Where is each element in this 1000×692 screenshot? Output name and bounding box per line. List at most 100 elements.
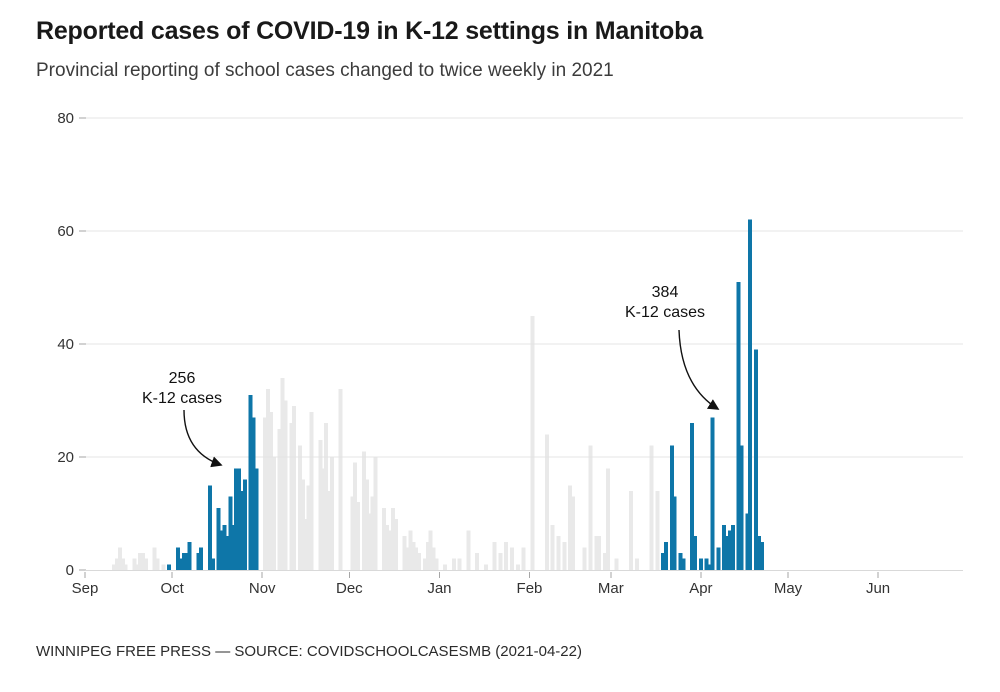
muted-bars-group <box>112 315 660 571</box>
bar-april-cluster <box>754 349 759 570</box>
bar-other-reported-cases <box>141 553 146 570</box>
bar-other-reported-cases <box>405 547 410 570</box>
bar-other-reported-cases <box>443 564 448 571</box>
gridlines-group <box>85 117 963 458</box>
bar-other-reported-cases <box>530 315 535 571</box>
bar-other-reported-cases <box>280 377 285 570</box>
bar-other-reported-cases <box>649 445 654 570</box>
bar-october-cluster <box>228 496 233 571</box>
bar-other-reported-cases <box>329 457 334 570</box>
bar-april-cluster <box>690 423 695 570</box>
bar-other-reported-cases <box>393 519 398 570</box>
bar-april-cluster <box>704 558 709 570</box>
x-axis-label: Jan <box>427 580 451 597</box>
bar-october-cluster <box>167 564 172 571</box>
bar-april-cluster <box>730 524 735 570</box>
bar-other-reported-cases <box>367 513 372 570</box>
chart-subtitle: Provincial reporting of school cases cha… <box>36 60 614 81</box>
bar-other-reported-cases <box>504 541 509 571</box>
bar-other-reported-cases <box>303 519 308 570</box>
bar-other-reported-cases <box>655 490 660 570</box>
bar-october-cluster <box>199 547 204 570</box>
bar-october-cluster <box>237 468 241 570</box>
y-axis-label: 40 <box>57 336 74 353</box>
bar-other-reported-cases <box>521 547 526 570</box>
bar-april-cluster <box>710 417 715 570</box>
bar-other-reported-cases <box>152 547 157 570</box>
bar-other-reported-cases <box>289 423 294 570</box>
bar-april-cluster <box>707 564 712 571</box>
bar-other-reported-cases <box>132 558 137 570</box>
bar-october-cluster <box>187 541 192 571</box>
bar-other-reported-cases <box>594 536 599 570</box>
bar-october-cluster <box>222 524 227 570</box>
bar-other-reported-cases <box>144 558 148 570</box>
bar-april-cluster <box>759 541 764 571</box>
bar-april-cluster <box>669 445 674 570</box>
annotation-arrow <box>183 409 223 468</box>
bar-other-reported-cases <box>292 406 297 570</box>
bar-other-reported-cases <box>385 524 390 570</box>
bar-october-cluster <box>254 468 259 570</box>
bar-other-reported-cases <box>117 547 122 570</box>
bar-april-cluster <box>693 536 697 570</box>
bar-october-cluster <box>216 507 221 571</box>
x-axis-label: Sep <box>72 580 99 597</box>
bar-other-reported-cases <box>597 536 602 570</box>
bar-other-reported-cases <box>510 547 514 570</box>
bar-other-reported-cases <box>457 558 462 570</box>
bar-other-reported-cases <box>309 411 314 570</box>
bar-other-reported-cases <box>556 536 561 570</box>
bar-october-cluster <box>231 524 236 570</box>
bar-other-reported-cases <box>451 558 456 570</box>
bar-other-reported-cases <box>306 485 311 571</box>
bar-other-reported-cases <box>422 558 427 570</box>
bar-april-cluster <box>681 558 686 570</box>
bar-other-reported-cases <box>300 479 305 570</box>
bar-other-reported-cases <box>498 553 503 570</box>
bar-other-reported-cases <box>373 457 378 570</box>
annotation-label: K-12 cases <box>625 304 705 321</box>
bar-other-reported-cases <box>425 541 430 571</box>
bar-other-reported-cases <box>434 558 439 570</box>
bar-other-reported-cases <box>515 564 520 571</box>
bar-april-cluster <box>716 547 721 570</box>
y-axis-label: 20 <box>57 449 74 466</box>
x-axis-label: Oct <box>160 580 184 597</box>
bar-other-reported-cases <box>603 553 607 570</box>
bar-other-reported-cases <box>364 479 369 570</box>
annotation-arrow <box>678 329 720 410</box>
y-axis-label: 60 <box>57 223 74 240</box>
bar-other-reported-cases <box>629 490 634 570</box>
bar-other-reported-cases <box>614 558 619 570</box>
bar-other-reported-cases <box>428 530 433 571</box>
x-axis-label: Apr <box>689 580 712 597</box>
bar-april-cluster <box>739 445 744 570</box>
bar-other-reported-cases <box>353 462 358 570</box>
bar-other-reported-cases <box>492 541 497 571</box>
bar-october-cluster <box>234 468 239 570</box>
annotation-value: 384 <box>652 284 679 301</box>
y-axis-label: 80 <box>57 110 74 127</box>
bar-other-reported-cases <box>414 547 419 570</box>
bar-april-cluster <box>745 513 750 570</box>
bar-other-reported-cases <box>283 400 288 570</box>
bar-other-reported-cases <box>350 496 355 571</box>
bar-other-reported-cases <box>388 530 392 571</box>
bar-other-reported-cases <box>112 564 116 571</box>
bar-other-reported-cases <box>417 553 422 570</box>
bar-other-reported-cases <box>321 468 326 570</box>
bar-other-reported-cases <box>277 428 282 571</box>
bar-april-cluster <box>736 281 741 570</box>
bar-october-cluster <box>184 553 189 570</box>
bar-other-reported-cases <box>266 389 270 570</box>
x-axis-label: Dec <box>336 580 363 597</box>
bar-other-reported-cases <box>161 564 166 571</box>
bar-other-reported-cases <box>571 496 575 571</box>
bar-other-reported-cases <box>123 564 128 571</box>
bar-other-reported-cases <box>120 558 125 570</box>
x-axis-label: May <box>774 580 803 597</box>
bar-other-reported-cases <box>588 445 593 570</box>
bar-other-reported-cases <box>338 389 343 570</box>
